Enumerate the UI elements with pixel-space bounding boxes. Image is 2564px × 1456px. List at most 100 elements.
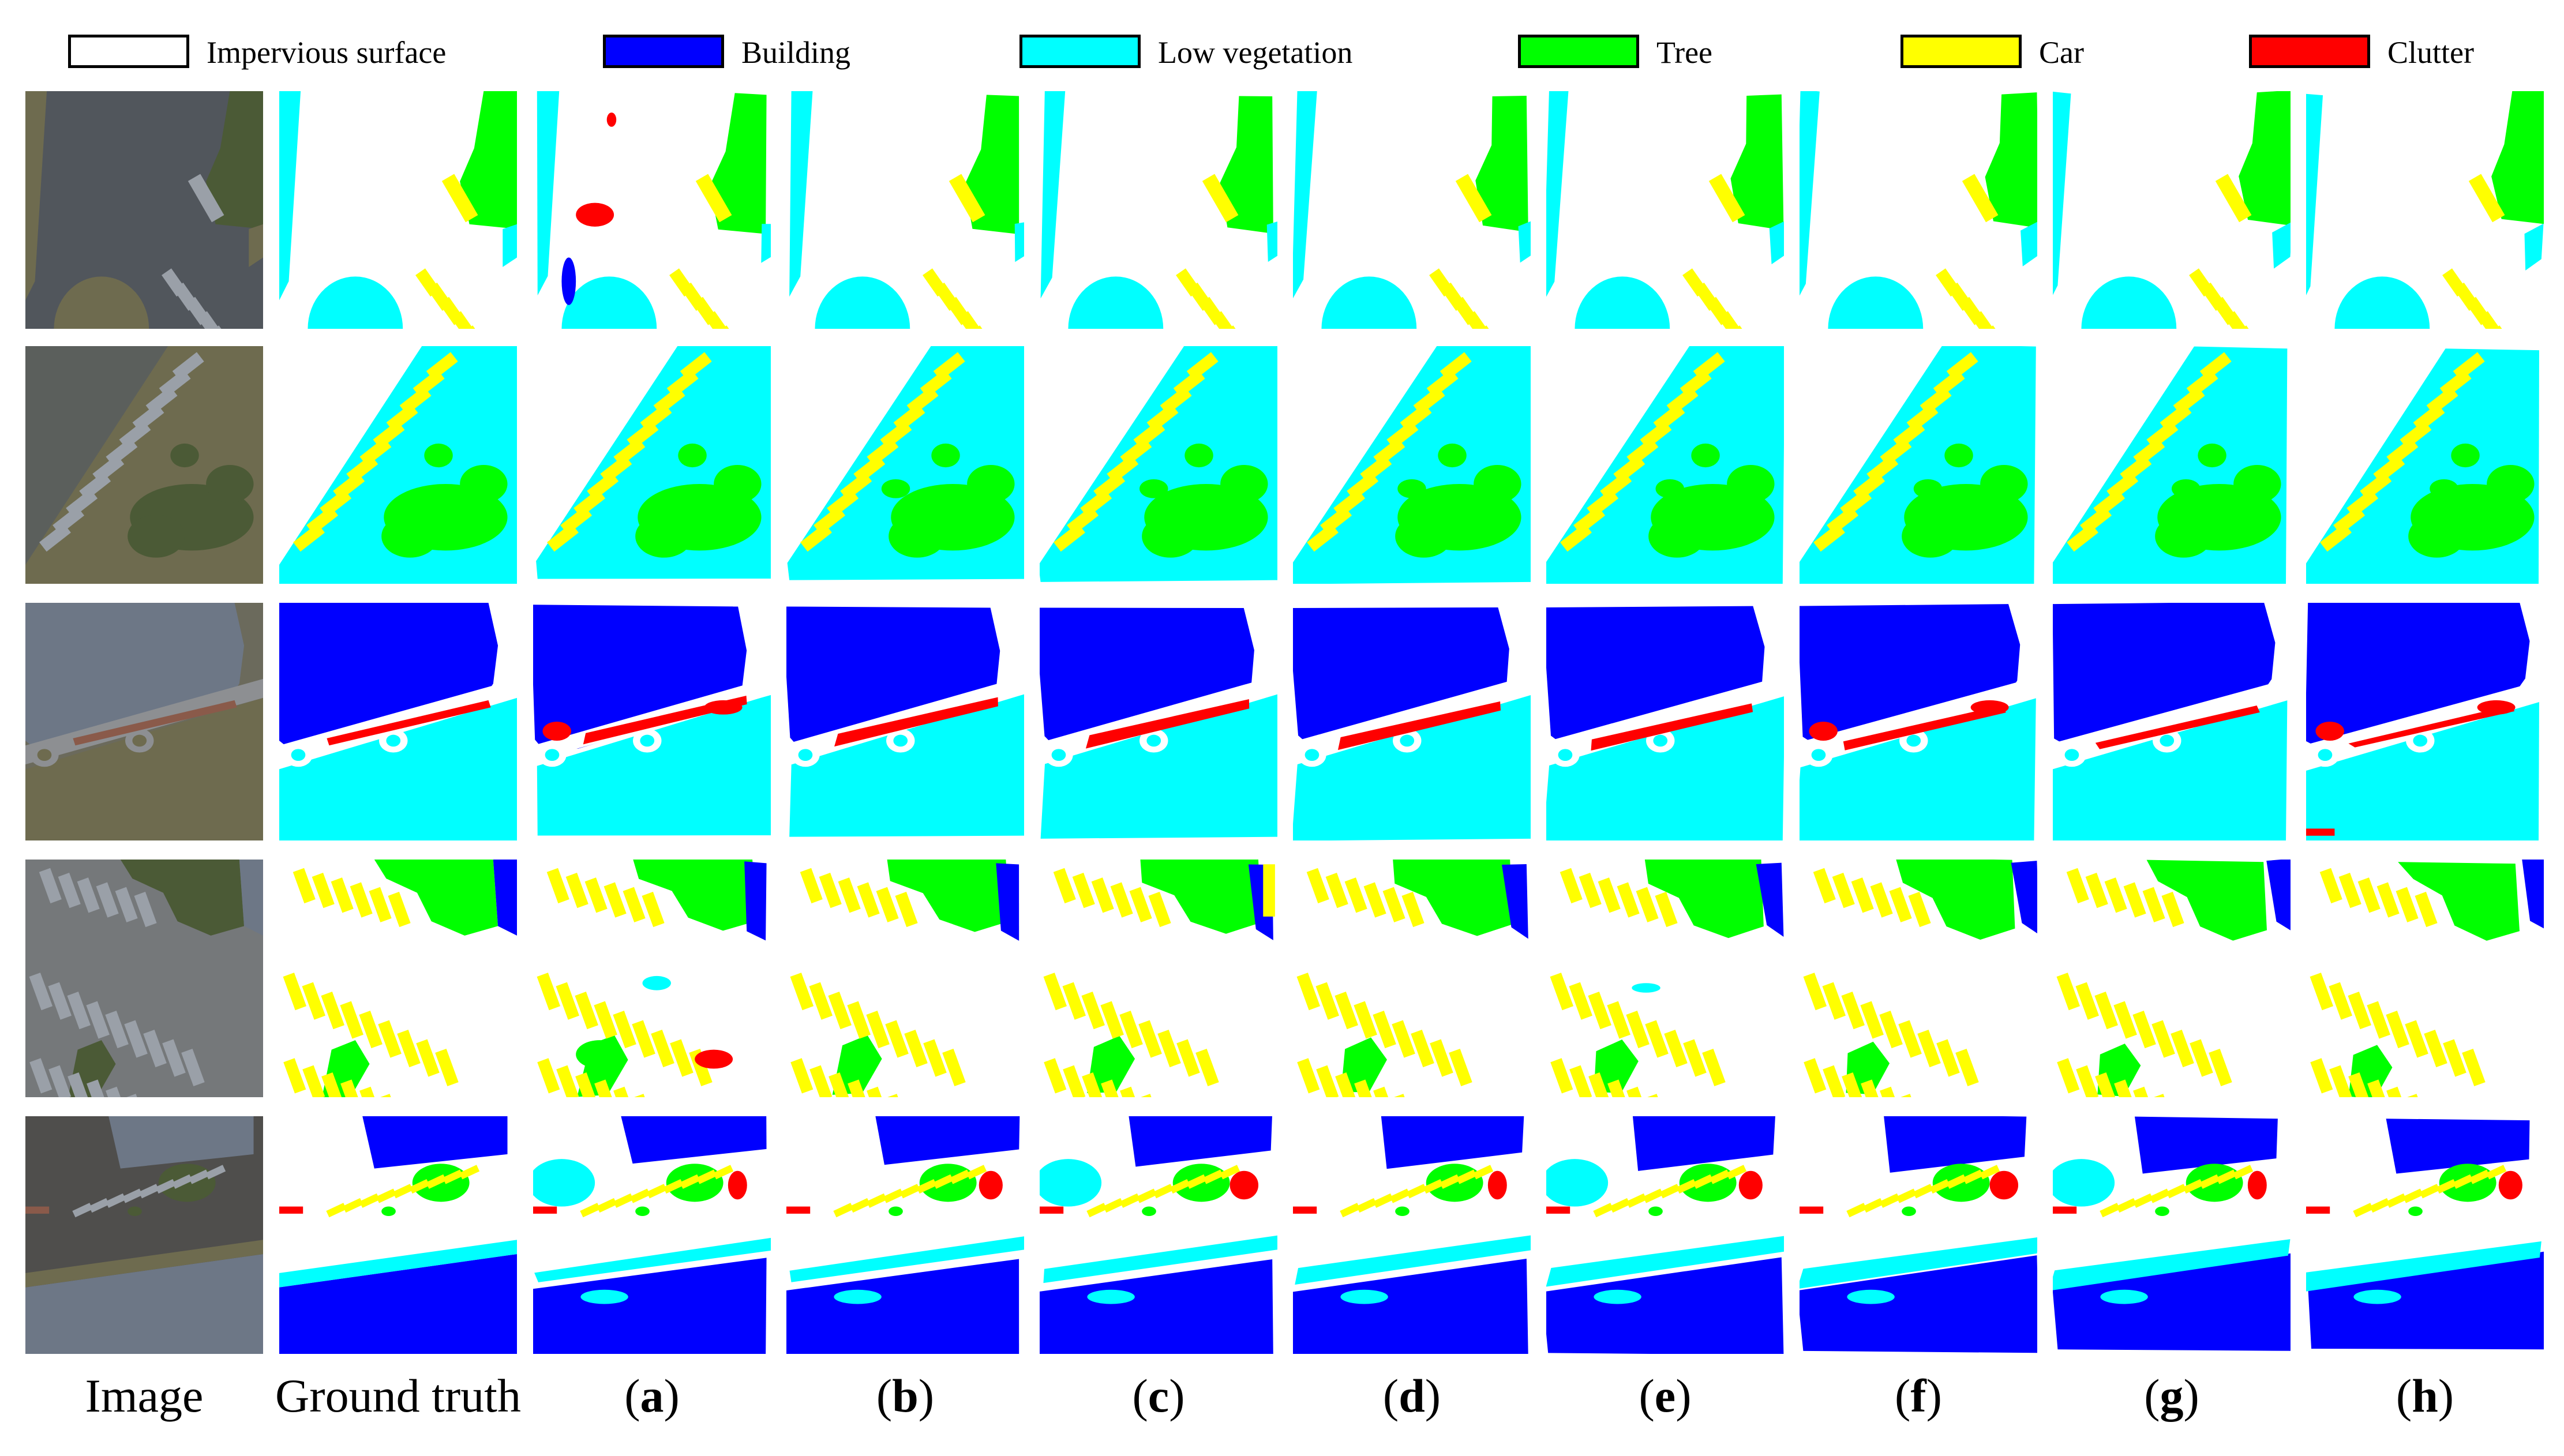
- car-region: [1659, 1184, 1680, 1199]
- building-region: [239, 860, 263, 936]
- lowveg-region: [1040, 1159, 1102, 1207]
- car-region: [409, 1179, 430, 1194]
- segmentation-map-row-1-e: [1546, 91, 1784, 329]
- car-region: [713, 1165, 734, 1180]
- clutter-region: [2306, 1206, 2330, 1214]
- tree-region: [931, 443, 960, 468]
- tree-region: [1896, 860, 2015, 940]
- car-region: [426, 1174, 447, 1189]
- lowveg-region: [1014, 222, 1024, 262]
- car-region: [1936, 1039, 1960, 1077]
- lowveg-region: [1594, 1289, 1641, 1304]
- segmentation-map-row-2-h: [2306, 346, 2544, 584]
- lowveg-region: [1575, 276, 1670, 329]
- column-label-h: (h): [2396, 1369, 2454, 1422]
- building-region: [621, 1116, 767, 1164]
- car-region: [87, 1079, 110, 1097]
- car-region: [1610, 1198, 1630, 1213]
- car-region: [58, 872, 81, 909]
- car-region: [2104, 877, 2127, 913]
- tree-region: [460, 465, 508, 503]
- car-region: [1373, 1086, 1396, 1097]
- car-region: [2329, 1065, 2352, 1097]
- car-region: [2329, 982, 2352, 1020]
- car-region: [1373, 1011, 1396, 1049]
- building-region: [1632, 1116, 1775, 1171]
- car-region: [597, 1198, 617, 1213]
- building-region: [279, 1254, 517, 1354]
- tree-region: [381, 1206, 396, 1217]
- tree-region: [1220, 465, 1268, 503]
- segmentation-map-row-3-h: [2306, 603, 2544, 840]
- tree-region: [1985, 92, 2037, 228]
- car-region: [670, 1039, 694, 1077]
- car-region: [1091, 877, 1114, 913]
- building-region: [875, 1116, 1020, 1165]
- car-region: [283, 973, 307, 1011]
- car-region: [2151, 1020, 2175, 1058]
- car-region: [1676, 1179, 1697, 1194]
- car-region: [77, 877, 100, 913]
- car-region: [1202, 174, 1239, 223]
- clutter-region: [2315, 722, 2344, 741]
- tree-region: [381, 515, 439, 558]
- car-region: [546, 868, 569, 903]
- car-region: [312, 872, 335, 909]
- car-region: [1363, 882, 1386, 918]
- building-region: [533, 1258, 767, 1354]
- car-region: [435, 1048, 459, 1087]
- car-region: [378, 1020, 402, 1058]
- clutter-region: [704, 700, 743, 715]
- car-region: [950, 1169, 970, 1184]
- car-region: [1063, 1065, 1086, 1097]
- lowveg-region: [386, 734, 401, 747]
- car-region: [162, 1039, 186, 1077]
- car-region: [958, 311, 983, 329]
- lowveg-region: [545, 749, 560, 761]
- tree-region: [678, 443, 707, 468]
- car-region: [343, 1198, 363, 1213]
- tree-region: [1184, 443, 1213, 468]
- lowveg-region: [279, 697, 517, 840]
- legend-swatch-building: [603, 35, 724, 68]
- car-region: [155, 1179, 176, 1194]
- car-region: [1569, 1065, 1592, 1097]
- tree-region: [374, 860, 498, 936]
- car-region: [899, 1184, 920, 1199]
- car-region: [2348, 992, 2371, 1030]
- car-region: [1354, 1079, 1377, 1097]
- tree-region: [120, 860, 245, 936]
- building-region: [2306, 603, 2530, 748]
- car-region: [1626, 1193, 1647, 1208]
- clutter-region: [2498, 1170, 2522, 1200]
- segmentation-map-row-2-e: [1546, 346, 1784, 584]
- aerial-image-row-3-image: [25, 603, 263, 840]
- segmentation-map-row-3-c: [1040, 603, 1277, 840]
- lowveg-region: [789, 1236, 1024, 1282]
- tree-region: [889, 515, 946, 558]
- segmentation-map-row-4-h: [2306, 860, 2544, 1097]
- car-region: [1636, 887, 1659, 922]
- car-region: [1148, 891, 1171, 928]
- column-label-c: (c): [1132, 1369, 1185, 1422]
- car-region: [857, 882, 880, 918]
- tree-region: [128, 515, 185, 558]
- car-region: [923, 1039, 947, 1077]
- car-region: [1889, 887, 1912, 922]
- lowveg-region: [640, 734, 655, 747]
- car-region: [1120, 1086, 1143, 1097]
- car-region: [800, 868, 823, 903]
- car-region: [359, 1193, 380, 1208]
- car-region: [283, 1058, 306, 1094]
- tree-region: [2172, 479, 2201, 498]
- car-region: [1176, 1039, 1200, 1077]
- lowveg-region: [2306, 701, 2539, 840]
- car-region: [942, 1048, 966, 1087]
- lowveg-region: [2100, 1289, 2148, 1304]
- column-label-a: (a): [624, 1369, 680, 1422]
- clutter-region: [1591, 703, 1753, 751]
- car-region: [916, 1179, 937, 1194]
- clutter-region: [979, 1170, 1003, 1200]
- car-region: [1955, 1048, 1979, 1087]
- car-region: [2415, 891, 2438, 928]
